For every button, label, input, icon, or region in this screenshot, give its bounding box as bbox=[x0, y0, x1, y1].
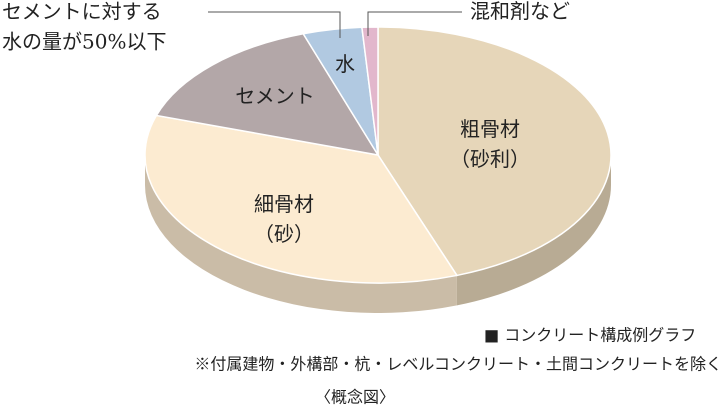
slice-label: 粗骨材 （砂利） bbox=[450, 117, 530, 171]
pie-slice bbox=[144, 114, 459, 284]
note: ※付属建物・外構部・杭・レベルコンクリート・土間コンクリートを除く bbox=[194, 355, 722, 374]
pie-side bbox=[456, 155, 611, 306]
note: 〈概念図〉 bbox=[315, 388, 395, 407]
label-line: セメント bbox=[235, 84, 315, 108]
annotation: セメントに対する bbox=[2, 0, 162, 24]
label-line: 細骨材 bbox=[254, 192, 314, 216]
pie-slice bbox=[361, 26, 379, 156]
label-line: 粗骨材 bbox=[460, 117, 520, 141]
slice-label: セメント bbox=[235, 84, 315, 108]
pie-slice bbox=[155, 32, 380, 157]
label-line: （砂利） bbox=[450, 147, 530, 171]
label-line: 水 bbox=[335, 52, 355, 76]
label-line: 混和剤など bbox=[470, 0, 570, 23]
annotation: 水の量が50%以下 bbox=[2, 30, 166, 54]
pie-side bbox=[145, 155, 457, 314]
pie-slice bbox=[377, 26, 612, 277]
slice-label: 混和剤など bbox=[470, 0, 570, 23]
slice-label: 細骨材 （砂） bbox=[254, 192, 314, 246]
note: ■ コンクリート構成例グラフ bbox=[484, 326, 696, 345]
leader-line bbox=[208, 11, 341, 38]
leader-line bbox=[367, 11, 462, 36]
label-line: （砂） bbox=[254, 222, 314, 246]
slice-label: 水 bbox=[335, 52, 355, 76]
